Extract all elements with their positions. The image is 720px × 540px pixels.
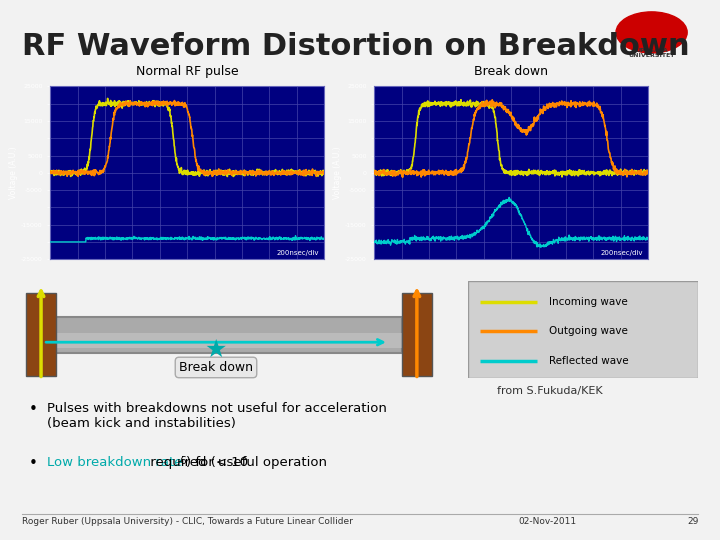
Text: from S.Fukuda/KEK: from S.Fukuda/KEK <box>497 386 603 396</box>
Text: Break down: Break down <box>179 361 253 374</box>
Text: Incoming wave: Incoming wave <box>549 297 627 307</box>
Text: required (< 10: required (< 10 <box>146 456 248 469</box>
Text: •: • <box>29 456 37 471</box>
Y-axis label: Voltage (A.U.): Voltage (A.U.) <box>333 146 342 199</box>
Text: Normal RF pulse: Normal RF pulse <box>136 65 238 78</box>
Text: Pulses with breakdowns not useful for acceleration
(beam kick and instabilities): Pulses with breakdowns not useful for ac… <box>47 402 387 430</box>
Text: Roger Ruber (Uppsala University) - CLIC, Towards a Future Linear Collider: Roger Ruber (Uppsala University) - CLIC,… <box>22 517 353 526</box>
Text: -6: -6 <box>178 456 187 467</box>
Text: ★: ★ <box>204 338 228 362</box>
Text: 200nsec/div: 200nsec/div <box>600 249 642 256</box>
Text: 200nsec/div: 200nsec/div <box>276 249 318 256</box>
Text: Break down: Break down <box>474 65 548 78</box>
Circle shape <box>616 12 687 53</box>
Y-axis label: Voltage (A.U.): Voltage (A.U.) <box>9 146 18 199</box>
Bar <box>402 293 432 376</box>
Text: ) for useful operation: ) for useful operation <box>186 456 328 469</box>
Text: RF Waveform Distortion on Breakdown: RF Waveform Distortion on Breakdown <box>22 32 689 62</box>
Text: Outgoing wave: Outgoing wave <box>549 326 628 336</box>
Text: 29: 29 <box>687 517 698 526</box>
Text: •: • <box>29 402 37 417</box>
Bar <box>43 333 402 348</box>
Text: UPPSALA
UNIVERSITET: UPPSALA UNIVERSITET <box>629 48 675 58</box>
Text: Low breakdown rate: Low breakdown rate <box>47 456 182 469</box>
Text: 02-Nov-2011: 02-Nov-2011 <box>518 517 577 526</box>
Bar <box>26 293 56 376</box>
Text: Reflected wave: Reflected wave <box>549 355 629 366</box>
Bar <box>43 317 402 353</box>
